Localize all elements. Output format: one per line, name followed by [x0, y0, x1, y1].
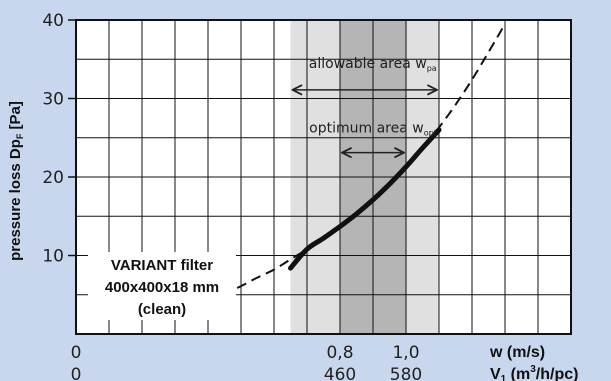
- x-tick-label-w: 1,0: [392, 343, 419, 363]
- y-tick-label: 10: [42, 247, 64, 267]
- filter-label-box: [88, 252, 236, 320]
- x-tick-label-v: 460: [324, 365, 356, 381]
- x-tick-label-w: 0,8: [326, 343, 353, 363]
- x-tick-label-v: 580: [390, 365, 422, 381]
- filter-label-line: VARIANT filter: [111, 257, 213, 274]
- y-axis-label: pressure loss DpF [Pa]: [7, 101, 25, 261]
- x-axis-label-w: w (m/s): [489, 344, 545, 361]
- x-axis-label-v: V1 (m3/h/pc): [490, 364, 578, 381]
- x-tick-label-v: 0: [71, 365, 82, 381]
- filter-label-line: (clean): [138, 301, 186, 318]
- y-tick-label: 20: [42, 168, 64, 188]
- optimum-area-label: optimum area wopt: [309, 121, 437, 138]
- series-curve-dashed: [207, 23, 506, 302]
- series-curve-solid-thick: [288, 127, 442, 271]
- y-tick-label: 40: [42, 11, 64, 31]
- filter-label-line: 400x400x18 mm: [105, 279, 219, 296]
- y-tick-label: 30: [42, 90, 64, 110]
- x-tick-label-w: 0: [71, 343, 82, 363]
- allowable-area-label: allowable area wpa: [309, 56, 437, 73]
